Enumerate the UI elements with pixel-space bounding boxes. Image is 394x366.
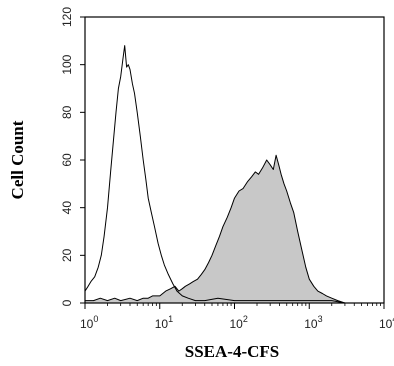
axis-layer: 0 20 40 60 80 100 120 100 101 102 103 104 [60,7,394,331]
x-tick-label: 104 [379,314,394,331]
y-tick-label: 60 [60,153,74,167]
x-tick-label: 103 [304,314,322,331]
y-axis-label: Cell Count [8,120,27,199]
y-tick-label: 0 [60,299,74,306]
y-tick-label: 20 [60,248,74,262]
series-1-area [85,155,345,303]
y-tick-label: 40 [60,201,74,215]
y-tick-label: 120 [60,7,74,27]
series-2-line [84,45,345,304]
x-tick-label: 100 [80,314,98,331]
plot-layer [84,45,346,304]
x-tick-label: 102 [230,314,248,331]
y-tick-label: 100 [60,54,74,74]
series-1-line [85,154,346,304]
y-tick-label: 80 [60,105,74,119]
x-axis-label: SSEA-4-CFS [185,342,279,361]
x-tick-label: 101 [155,314,173,331]
